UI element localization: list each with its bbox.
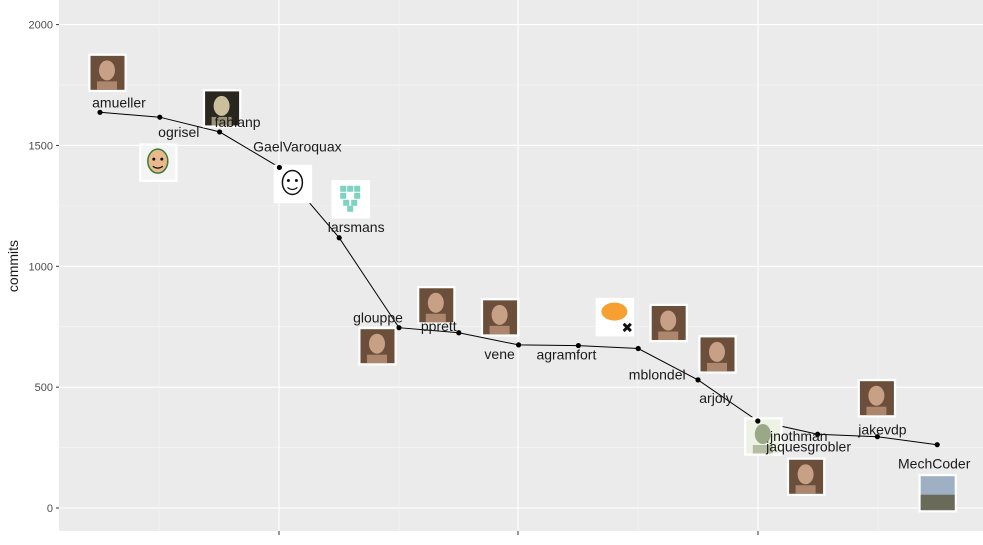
- y-tick-label: 500: [35, 382, 53, 394]
- point-label: fabianp: [215, 114, 261, 130]
- photo-icon: [417, 286, 456, 325]
- point-label: amueller: [92, 94, 146, 110]
- photo-icon: [480, 298, 520, 337]
- point-label: glouppe: [353, 310, 403, 326]
- photo-icon: [88, 53, 127, 93]
- x-axis: [278, 531, 759, 535]
- data-point: [456, 330, 462, 336]
- point-label: agramfort: [536, 347, 596, 363]
- data-point: [336, 235, 342, 241]
- sculpture-photo-icon: [202, 89, 242, 128]
- data-point: [695, 377, 701, 383]
- photo-icon: [698, 335, 737, 374]
- data-point: [516, 342, 522, 348]
- point-label: larsmans: [328, 219, 385, 235]
- point-label: arjoly: [699, 390, 732, 406]
- plot-panel: [59, 0, 983, 531]
- point-label: mblondel: [629, 366, 686, 382]
- svg-text:✖: ✖: [621, 321, 633, 337]
- y-tick-label: 2000: [29, 20, 53, 32]
- point-label: jnothman: [769, 428, 828, 444]
- y-axis: 0 500 1000 1500 2000: [29, 20, 59, 515]
- data-point: [874, 434, 881, 440]
- point-label: pprett: [421, 318, 457, 334]
- data-point: [396, 325, 402, 331]
- photo-icon: [857, 378, 897, 418]
- point-label: jaquesgrobler: [765, 438, 851, 454]
- point-label: vene: [484, 346, 515, 362]
- data-point: [157, 114, 163, 120]
- point-label: jakevdp: [857, 422, 906, 438]
- point-label: ogrisel: [158, 124, 199, 140]
- orange-blob-icon: ✖: [595, 297, 635, 337]
- data-point: [815, 431, 821, 437]
- cartoon-face-icon: [139, 143, 178, 182]
- point-label: MechCoder: [898, 456, 971, 472]
- data-point: [575, 342, 582, 349]
- photo-icon: [786, 457, 826, 497]
- identicon-icon: [331, 180, 370, 219]
- sketch-drawing-icon: [744, 417, 783, 456]
- point-label: GaelVaroquax: [253, 138, 341, 154]
- y-axis-title: commits: [5, 240, 21, 292]
- photo-icon: [358, 326, 397, 366]
- y-tick-label: 1500: [29, 140, 53, 152]
- point-labels: amueller ogrisel fabianp GaelVaroquax larsma…: [92, 94, 971, 471]
- sketch-face-icon: [273, 164, 313, 204]
- data-point: [217, 129, 223, 135]
- data-points: [97, 109, 940, 448]
- landscape-photo-icon: [918, 473, 957, 513]
- data-point: [635, 345, 641, 352]
- data-point: [934, 442, 940, 448]
- avatars: ✖: [88, 53, 957, 513]
- y-tick-label: 1000: [29, 261, 53, 273]
- data-point: [276, 164, 282, 171]
- y-tick-label: 0: [47, 503, 53, 515]
- photo-icon: [649, 303, 688, 343]
- data-point: [755, 418, 761, 424]
- data-point: [97, 109, 103, 115]
